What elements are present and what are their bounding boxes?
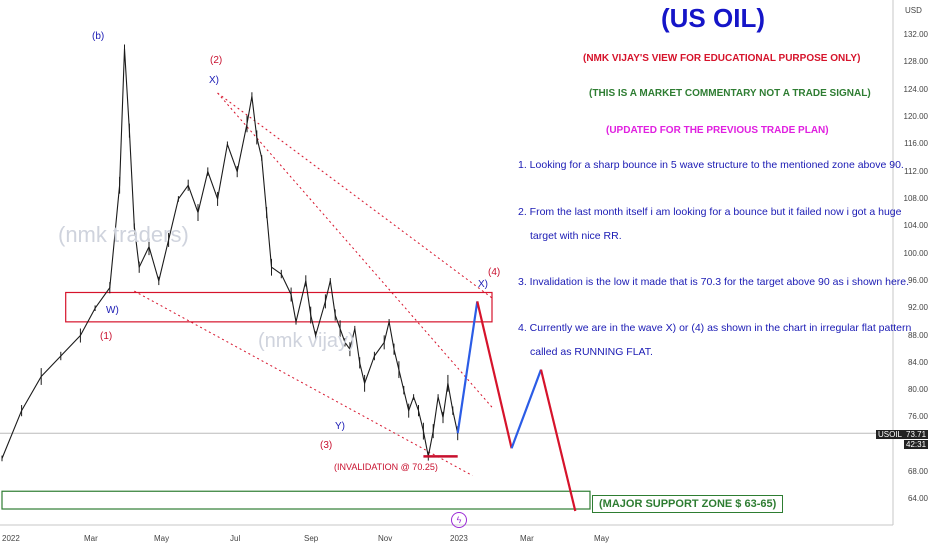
projection-segment bbox=[539, 369, 577, 512]
time-tick-label: May bbox=[154, 534, 170, 543]
countdown-tag: 42:31 bbox=[904, 440, 929, 449]
watermark-1: (nmk traders) bbox=[58, 222, 189, 247]
time-tick-label: Nov bbox=[378, 534, 393, 543]
view-note: (NMK VIJAY'S VIEW FOR EDUCATIONAL PURPOS… bbox=[583, 53, 861, 64]
price-tick-label: 84.00 bbox=[907, 357, 928, 367]
price-tick-label: 64.00 bbox=[907, 494, 928, 504]
disclaimer-note: (THIS IS A MARKET COMMENTARY NOT A TRADE… bbox=[589, 88, 871, 99]
time-tick-label: Sep bbox=[304, 534, 319, 543]
watermark-2: (nmk vijay) bbox=[258, 330, 355, 352]
price-tick-label: 80.00 bbox=[907, 385, 928, 395]
price-tick-label: 76.00 bbox=[907, 412, 928, 422]
commentary-point-2: 2. From the last month itself i am looki… bbox=[518, 206, 902, 218]
time-tick-label: 2022 bbox=[2, 534, 20, 543]
price-series-line bbox=[1, 48, 459, 459]
zone-resistance bbox=[65, 291, 493, 323]
currency-label: USD bbox=[905, 6, 922, 15]
invalidation-label: (INVALIDATION @ 70.25) bbox=[334, 462, 438, 472]
time-tick-label: Jul bbox=[230, 534, 241, 543]
time-tick-label: 2023 bbox=[450, 534, 468, 543]
price-tick-label: 96.00 bbox=[907, 275, 928, 285]
projection-segment bbox=[456, 301, 479, 434]
price-tick-label: 112.00 bbox=[904, 166, 928, 176]
price-tick-label: 132.00 bbox=[903, 30, 928, 39]
price-tick-label: 120.00 bbox=[903, 111, 928, 121]
commentary-point-4: 4. Currently we are in the wave X) or (4… bbox=[518, 322, 912, 334]
wave-label-3: (3) bbox=[320, 440, 333, 451]
time-tick-label: Mar bbox=[84, 534, 98, 543]
price-tick-label: 128.00 bbox=[903, 57, 928, 67]
trendline-1 bbox=[217, 92, 493, 408]
trendline-2 bbox=[134, 290, 473, 476]
time-tick-label: Mar bbox=[520, 534, 534, 543]
projection-segment bbox=[476, 301, 513, 449]
wave-label-w: W) bbox=[106, 305, 119, 316]
trendline-3 bbox=[217, 92, 493, 299]
symbol-tag: USOIL bbox=[876, 430, 905, 439]
commentary-point-3: 3. Invalidation is the low it made that … bbox=[518, 276, 910, 288]
lightning-icon[interactable]: ϟ bbox=[451, 512, 467, 528]
wave-label-2: (2) bbox=[210, 55, 223, 66]
time-tick-label: May bbox=[594, 534, 610, 543]
last-price-tag: 73.71 bbox=[904, 430, 929, 439]
price-tick-label: 108.00 bbox=[903, 193, 928, 203]
updated-note: (UPDATED FOR THE PREVIOUS TRADE PLAN) bbox=[606, 125, 829, 136]
price-tick-label: 88.00 bbox=[907, 330, 928, 340]
wave-label-x-lower: X) bbox=[478, 279, 488, 290]
price-tick-label: 100.00 bbox=[903, 248, 928, 258]
commentary-point-2-cont: target with nice RR. bbox=[530, 230, 622, 242]
commentary-point-1: 1. Looking for a sharp bounce in 5 wave … bbox=[518, 159, 904, 171]
price-tick-label: 116.00 bbox=[904, 139, 928, 149]
wave-label-x-upper: X) bbox=[209, 75, 219, 86]
wave-label-b: (b) bbox=[92, 31, 105, 42]
commentary-point-4-cont: called as RUNNING FLAT. bbox=[530, 346, 653, 358]
chart-title: (US OIL) bbox=[661, 3, 765, 33]
price-tick-label: 104.00 bbox=[903, 221, 928, 231]
price-tick-label: 124.00 bbox=[903, 84, 928, 94]
price-tick-label: 68.00 bbox=[907, 467, 928, 477]
wave-label-1: (1) bbox=[100, 331, 113, 342]
wave-label-4: (4) bbox=[488, 267, 501, 278]
price-tick-label: 92.00 bbox=[907, 303, 928, 313]
projection-segment bbox=[510, 369, 543, 449]
support-zone-label: (MAJOR SUPPORT ZONE $ 63-65) bbox=[592, 495, 784, 513]
wave-label-y: Y) bbox=[335, 421, 345, 432]
zone-support bbox=[1, 490, 591, 510]
